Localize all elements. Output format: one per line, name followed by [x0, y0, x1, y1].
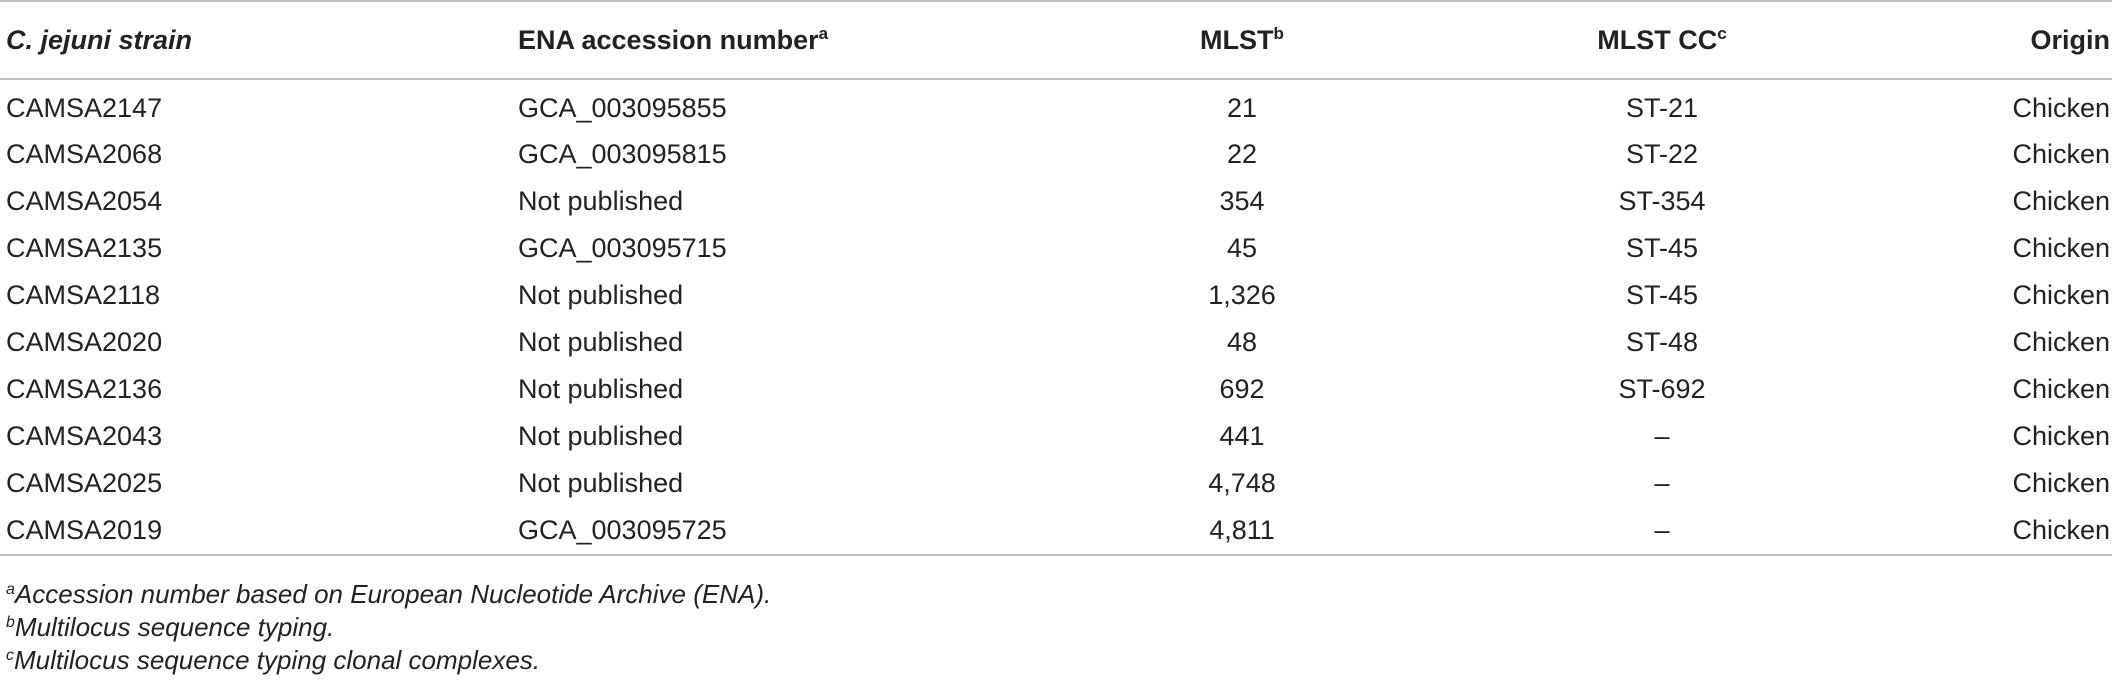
- cell-accession: GCA_003095715: [518, 233, 727, 263]
- cell-origin: Chicken: [2012, 374, 2110, 404]
- cell-mlst: 4,811: [1032, 507, 1452, 556]
- cell-origin: Chicken: [2012, 233, 2110, 263]
- cell-mlst: 4,748: [1208, 468, 1276, 498]
- footnote: aAccession number based on European Nucl…: [6, 578, 771, 611]
- cell-strain: CAMSA2054: [6, 186, 163, 216]
- header-accession: ENA accession numbera: [512, 0, 1032, 80]
- cell-mlst-cc: ST-692: [1618, 374, 1706, 404]
- cell-mlst-cc: –: [1654, 421, 1670, 451]
- header-mlst: MLSTb: [1032, 0, 1452, 80]
- cell-strain: CAMSA2019: [0, 507, 512, 556]
- table-body: CAMSA2147 GCA_003095855 21 ST-21 Chicken…: [0, 79, 2112, 556]
- cell-strain: CAMSA2135: [6, 233, 163, 263]
- cell-accession: Not published: [518, 421, 684, 451]
- cell-mlst: 692: [1219, 374, 1265, 404]
- cell-mlst-cc: ST-45: [1625, 233, 1699, 263]
- cell-mlst: 22: [1226, 139, 1258, 169]
- table-footnotes: aAccession number based on European Nucl…: [6, 578, 771, 677]
- cell-mlst: 21: [1226, 92, 1258, 123]
- footnote-text: Multilocus sequence typing.: [14, 612, 335, 642]
- table-row: CAMSA2118 Not published 1,326 ST-45 Chic…: [0, 272, 2112, 319]
- footnote-text: Multilocus sequence typing clonal comple…: [14, 645, 541, 675]
- table-row: CAMSA2054 Not published 354 ST-354 Chick…: [0, 178, 2112, 225]
- footnote: cMultilocus sequence typing clonal compl…: [6, 644, 771, 677]
- cell-accession: Not published: [518, 374, 684, 404]
- cell-origin: Chicken: [2012, 421, 2110, 451]
- cell-strain: CAMSA2068: [6, 139, 163, 169]
- cell-mlst: 441: [1219, 421, 1265, 451]
- header-row: C. jejuni strain ENA accession numbera M…: [0, 0, 2112, 80]
- cell-origin: Chicken: [2012, 327, 2110, 357]
- table-row: CAMSA2019 GCA_003095725 4,811 – Chicken: [0, 507, 2112, 556]
- table-row: CAMSA2025 Not published 4,748 – Chicken: [0, 460, 2112, 507]
- strain-table: C. jejuni strain ENA accession numbera M…: [0, 0, 2112, 556]
- cell-strain: CAMSA2043: [6, 421, 163, 451]
- footnote-mark: b: [6, 614, 15, 631]
- cell-mlst-cc: ST-48: [1625, 327, 1699, 357]
- cell-origin: Chicken: [2012, 139, 2110, 169]
- cell-accession: GCA_003095855: [518, 92, 727, 123]
- cell-accession: Not published: [518, 280, 684, 310]
- cell-mlst: 45: [1226, 233, 1258, 263]
- cell-mlst-cc: –: [1452, 507, 1872, 556]
- table-row: CAMSA2135 GCA_003095715 45 ST-45 Chicken: [0, 225, 2112, 272]
- footnote-mark: a: [6, 581, 15, 598]
- table-row: CAMSA2068 GCA_003095815 22 ST-22 Chicken: [0, 131, 2112, 178]
- cell-mlst-cc: ST-45: [1625, 280, 1699, 310]
- cell-mlst: 48: [1226, 327, 1258, 357]
- cell-mlst: 354: [1219, 186, 1265, 216]
- cell-strain: CAMSA2136: [6, 374, 163, 404]
- cell-strain: CAMSA2025: [6, 468, 163, 498]
- cell-origin: Chicken: [2012, 468, 2110, 498]
- cell-origin: Chicken: [2012, 92, 2110, 123]
- cell-strain: CAMSA2020: [6, 327, 163, 357]
- cell-origin: Chicken: [1872, 507, 2112, 556]
- cell-mlst-cc: –: [1654, 468, 1670, 498]
- table-row: CAMSA2147 GCA_003095855 21 ST-21 Chicken: [0, 79, 2112, 131]
- table-header: C. jejuni strain ENA accession numbera M…: [0, 0, 2112, 80]
- table-row: CAMSA2020 Not published 48 ST-48 Chicken: [0, 319, 2112, 366]
- cell-accession: GCA_003095725: [512, 507, 1032, 556]
- table-row: CAMSA2136 Not published 692 ST-692 Chick…: [0, 366, 2112, 413]
- footnote-mark: c: [6, 647, 14, 664]
- footnote: bMultilocus sequence typing.: [6, 611, 771, 644]
- cell-mlst-cc: ST-21: [1625, 92, 1699, 123]
- footnote-text: Accession number based on European Nucle…: [14, 579, 772, 609]
- cell-accession: GCA_003095815: [518, 139, 727, 169]
- cell-strain: CAMSA2118: [6, 280, 161, 310]
- cell-mlst-cc: ST-22: [1625, 139, 1699, 169]
- cell-accession: Not published: [518, 468, 684, 498]
- header-strain: C. jejuni strain: [0, 0, 512, 80]
- cell-origin: Chicken: [2012, 280, 2110, 310]
- cell-strain: CAMSA2147: [6, 92, 163, 123]
- cell-mlst: 1,326: [1208, 280, 1276, 310]
- cell-mlst-cc: ST-354: [1618, 186, 1706, 216]
- cell-origin: Chicken: [2012, 186, 2110, 216]
- cell-accession: Not published: [518, 327, 684, 357]
- header-origin: Origin: [1872, 0, 2112, 80]
- table-row: CAMSA2043 Not published 441 – Chicken: [0, 413, 2112, 460]
- header-mlst-cc: MLST CCc: [1452, 0, 1872, 80]
- cell-accession: Not published: [518, 186, 684, 216]
